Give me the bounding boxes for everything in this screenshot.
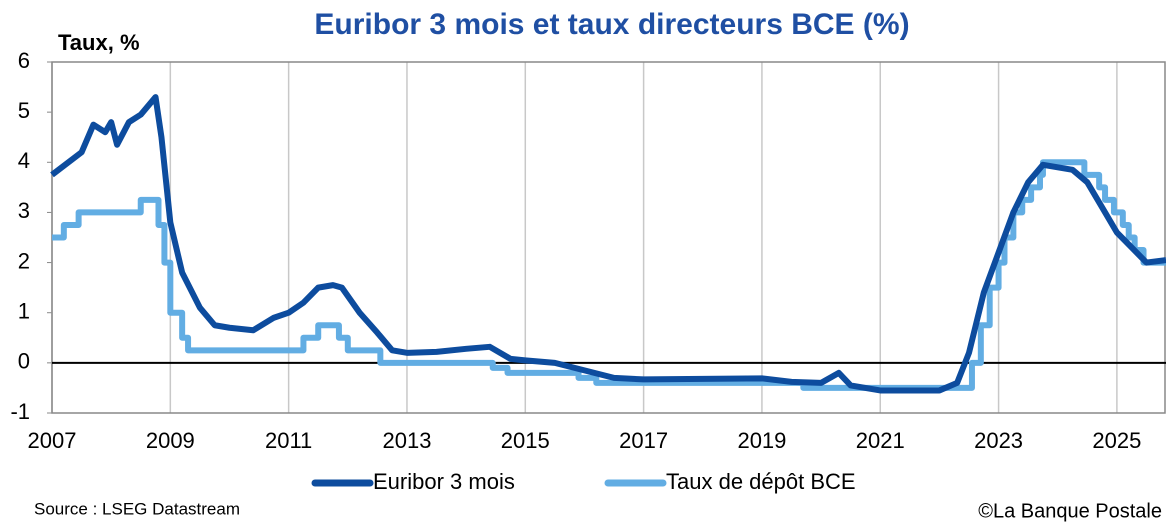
y-tick-label: 6 [18,48,30,73]
x-tick-label: 2007 [28,428,77,453]
y-axis-label: Taux, % [58,30,140,55]
y-tick-label: 2 [18,248,30,273]
y-tick-label: -1 [10,399,30,424]
x-tick-label: 2015 [501,428,550,453]
y-tick-label: 4 [18,148,30,173]
credit: ©La Banque Postale [978,500,1162,522]
series-line [50,94,1166,394]
y-tick-label: 1 [18,299,30,324]
x-tick-label: 2021 [856,428,905,453]
x-tick-label: 2019 [737,428,786,453]
legend-label: Taux de dépôt BCE [666,469,856,494]
x-tick-label: 2025 [1092,428,1141,453]
x-tick-label: 2011 [265,428,312,453]
source: Source : LSEG Datastream [34,499,240,518]
x-tick-label: 2009 [146,428,195,453]
chart-title: Euribor 3 mois et taux directeurs BCE (%… [314,8,909,41]
y-tick-label: 5 [18,98,30,123]
x-tick-label: 2023 [974,428,1023,453]
y-tick-label: 0 [18,349,30,374]
x-tick-label: 2013 [382,428,431,453]
x-tick-label: 2017 [619,428,668,453]
legend-label: Euribor 3 mois [373,469,515,494]
y-tick-label: 3 [18,198,30,223]
